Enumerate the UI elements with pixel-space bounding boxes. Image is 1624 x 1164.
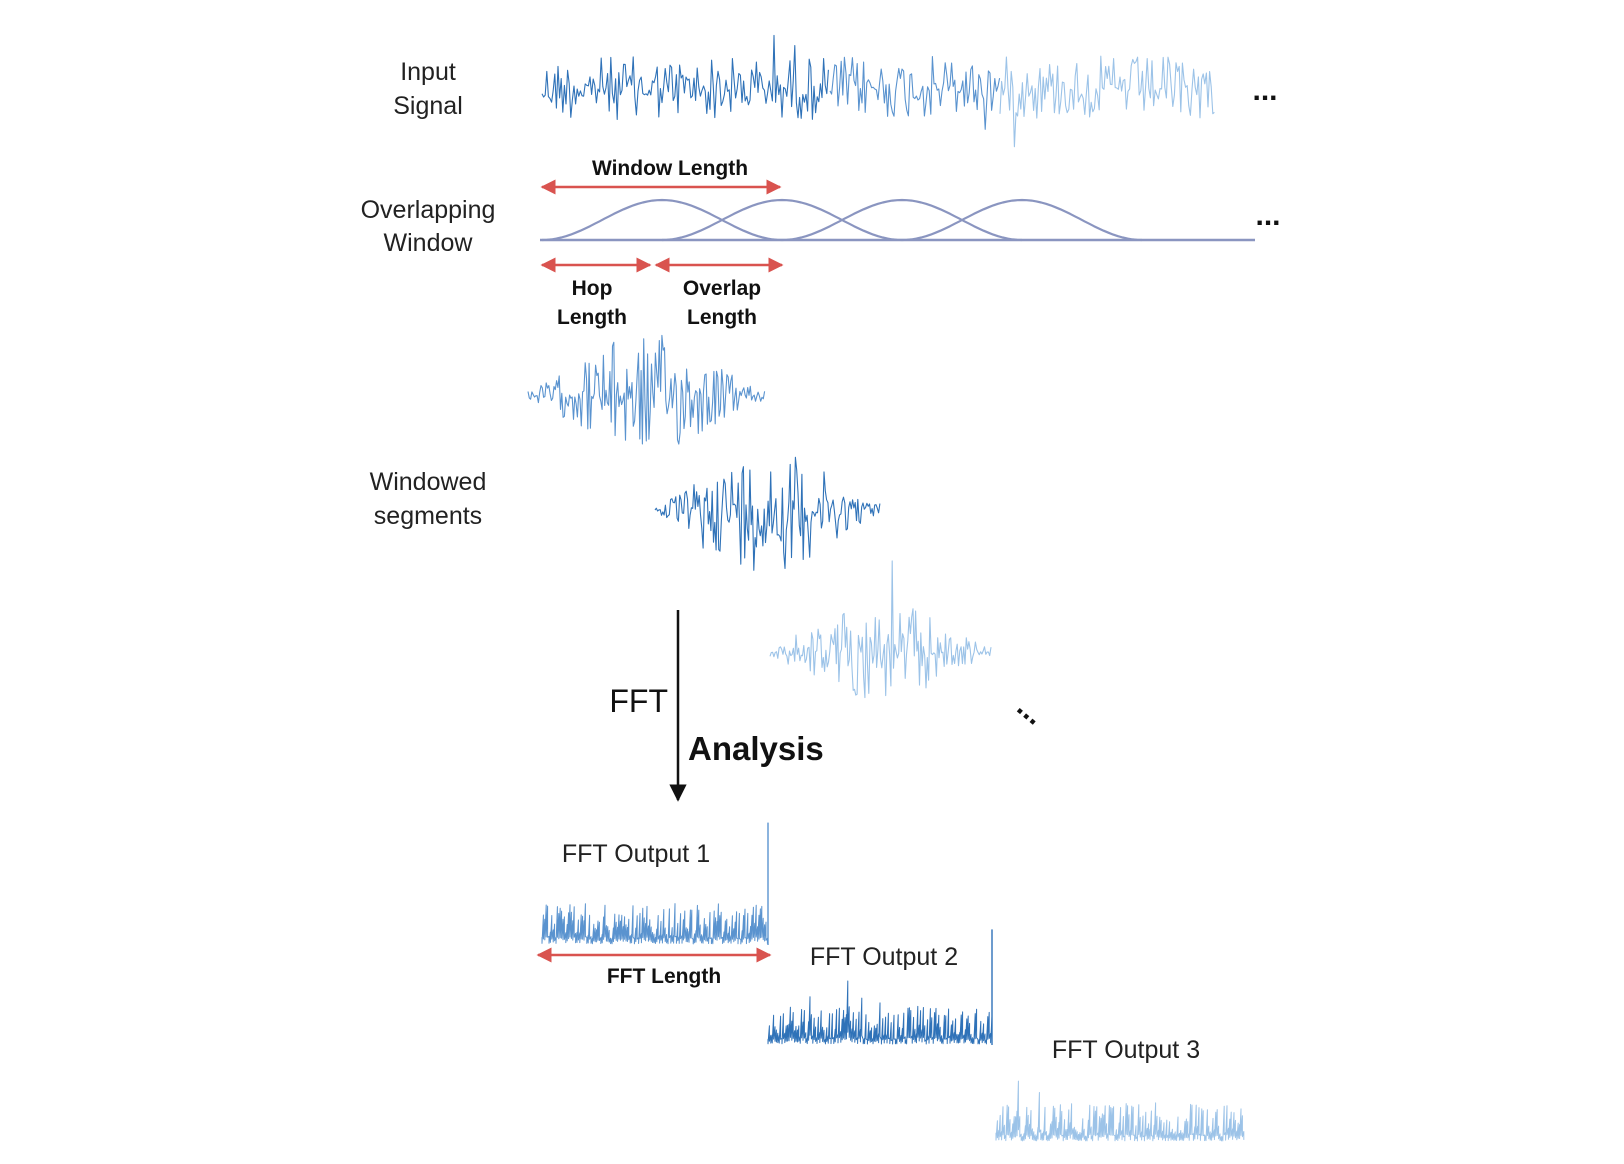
input-signal-row: Input Signal ... [393,34,1278,148]
segments-ellipsis: ... [1011,690,1051,731]
fft-length-label: FFT Length [607,965,721,988]
fft-output-2-label: FFT Output 2 [810,943,958,971]
fft-output-3-trace [995,1080,1245,1142]
fft-output-1-label: FFT Output 1 [562,840,710,868]
input-signal-waveform [541,34,1215,148]
window-curve-4 [901,198,1143,242]
fft-output-2-trace [767,980,993,1045]
overlapping-window-label-line1: Overlapping [361,196,496,224]
segment-2-trace [654,456,881,571]
fft-output-1-trace [541,903,768,945]
analysis-label: Analysis [688,730,824,767]
fft-output-3-spectrum [995,1080,1245,1142]
fft-output-1-block: FFT Output 1 FFT Length [536,822,772,988]
fft-output-2-spectrum [767,929,993,1045]
input-signal-trace-3 [999,55,1215,148]
window-curve-3 [781,198,1023,242]
input-signal-trace-2 [829,56,1001,130]
window-curve-2 [661,198,903,242]
window-ellipsis: ... [1255,199,1280,232]
hop-length-label-line2: Length [557,306,627,329]
input-signal-trace-1 [541,34,829,121]
fft-output-3-block: FFT Output 3 [995,1036,1245,1142]
segment-1-trace [527,334,766,445]
input-signal-label-line1: Input [400,58,456,86]
overlap-length-label-line1: Overlap [683,277,761,300]
segment-3-trace [769,560,992,699]
window-curve-1 [541,198,783,242]
windowed-segments-row: Windowed segments ... [370,334,1051,732]
windowed-segment-1 [527,334,766,445]
window-curves [541,198,1143,242]
fft-output-1-spectrum [541,822,769,945]
overlapping-window-label-line2: Window [384,229,474,257]
hop-length-label-line1: Hop [572,277,613,300]
fft-analysis-step: FFT Analysis [609,610,824,802]
windowed-segments-label-line2: segments [374,502,482,530]
windowed-segment-2 [654,456,881,571]
input-signal-label-line2: Signal [393,92,463,120]
windowed-segments-label-line1: Windowed [370,468,487,496]
fft-output-2-block: FFT Output 2 [767,929,993,1045]
fft-output-3-label: FFT Output 3 [1052,1036,1200,1064]
window-length-label: Window Length [592,157,748,180]
input-signal-ellipsis: ... [1252,74,1277,107]
overlap-length-label-line2: Length [687,306,757,329]
windowed-segment-3 [769,560,992,699]
overlapping-window-row: Window Length Overlapping Window ... Hop… [361,157,1281,329]
fft-label: FFT [609,683,668,719]
